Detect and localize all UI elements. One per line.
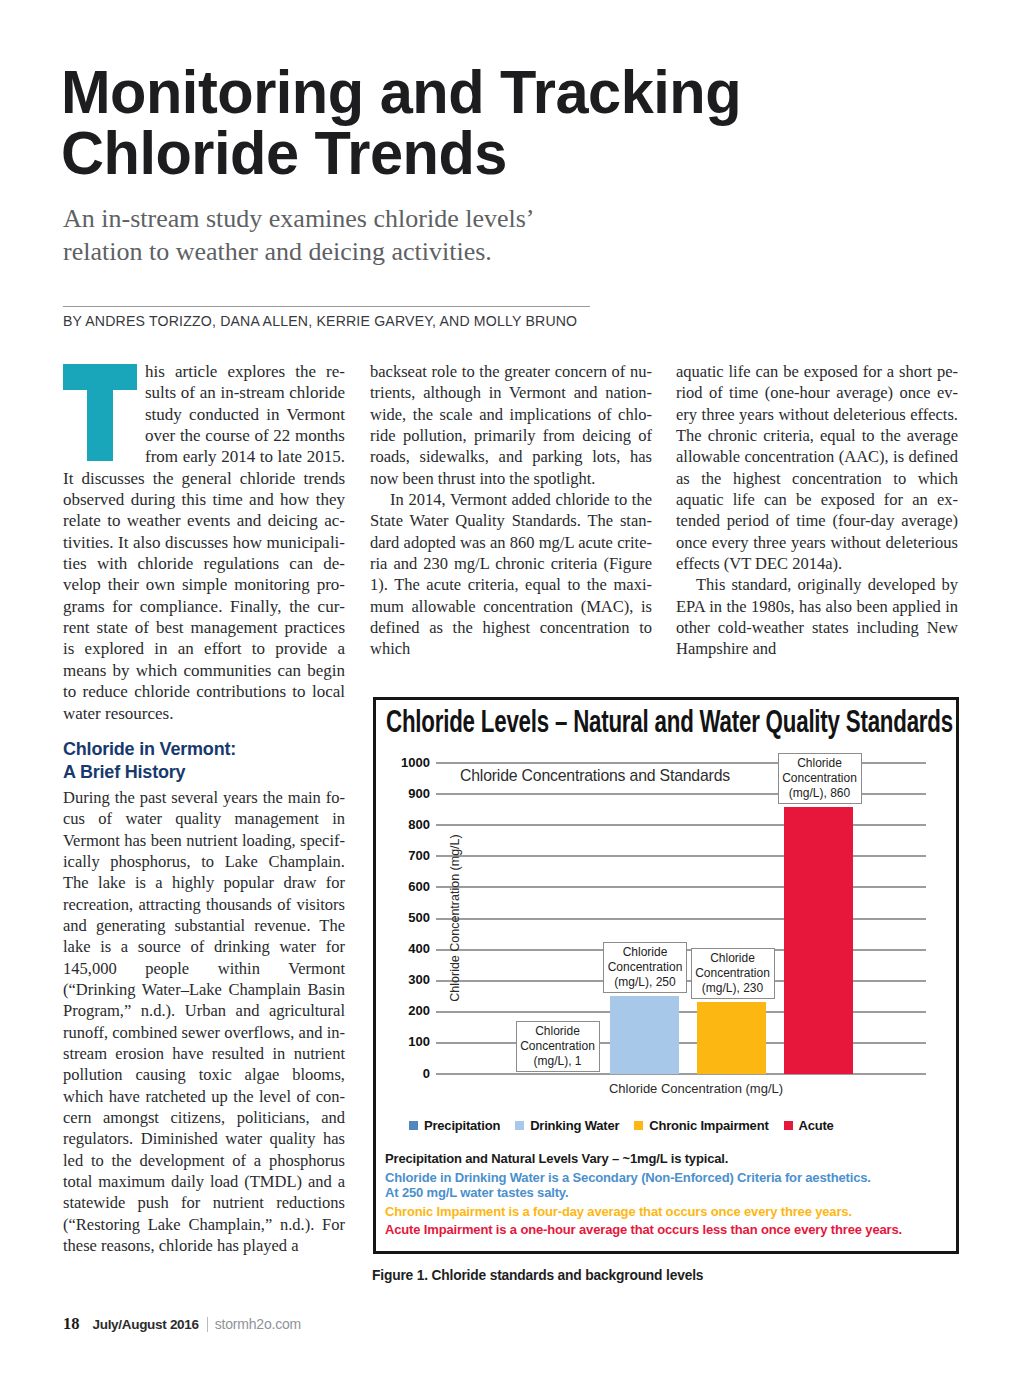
section-heading: Chloride in Vermont: A Brief History <box>63 738 345 784</box>
legend-item: Acute <box>784 1118 834 1133</box>
chart-title: Chloride Concentrations and Standards <box>460 766 730 786</box>
y-tick-label: 300 <box>386 972 430 987</box>
y-tick-label: 1000 <box>386 755 430 770</box>
figure-box: Chloride Levels – Natural and Water Qual… <box>373 697 959 1254</box>
column3-paragraph-2: This standard, originally developed by E… <box>676 574 958 659</box>
y-tick-label: 0 <box>386 1066 430 1081</box>
figure-note: Chloride in Drinking Water is a Secondar… <box>385 1170 951 1201</box>
site-url: stormh2o.com <box>215 1316 301 1332</box>
y-tick-label: 700 <box>386 848 430 863</box>
legend-item: Drinking Water <box>515 1118 619 1133</box>
dropcap-letter-T: T <box>63 364 145 467</box>
y-tick-label: 500 <box>386 910 430 925</box>
body-column-1: T his article explores the results of an… <box>63 361 345 1256</box>
legend-swatch <box>634 1121 643 1130</box>
bar-data-label-precipitation: ChlorideConcentration(mg/L), 1 <box>516 1021 600 1072</box>
chart-legend: Precipitation Drinking Water Chronic Impai… <box>409 1118 834 1133</box>
column2-paragraph-2: In 2014, Vermont added chloride to the S… <box>370 489 652 660</box>
legend-label: Acute <box>799 1118 834 1133</box>
dropcap-shape <box>87 364 113 461</box>
bar-data-label-chronic-impairment: ChlorideConcentration(mg/L), 230 <box>691 948 775 999</box>
article-title-line2: Chloride Trends <box>61 122 741 183</box>
bar-acute <box>784 807 853 1074</box>
bar-chronic-impairment <box>697 1002 766 1074</box>
article-title-line1: Monitoring and Tracking <box>61 61 741 122</box>
y-tick-label: 400 <box>386 941 430 956</box>
figure-note: Precipitation and Natural Levels Vary – … <box>385 1151 951 1167</box>
legend-label: Drinking Water <box>530 1118 619 1133</box>
x-axis-label: Chloride Concentration (mg/L) <box>451 1081 941 1096</box>
figure-notes: Precipitation and Natural Levels Vary – … <box>385 1151 951 1241</box>
body-column-3: aquatic life can be exposed for a short … <box>676 361 958 660</box>
bar-data-label-drinking-water: ChlorideConcentration(mg/L), 250 <box>603 942 687 993</box>
y-tick-label: 100 <box>386 1034 430 1049</box>
article-subtitle: An in-stream study examines chloride lev… <box>63 202 603 268</box>
y-axis-label: Chloride Concentration (mg/L) <box>448 813 462 1023</box>
figure-caption: Figure 1. Chloride standards and backgro… <box>372 1266 703 1283</box>
y-tick-label: 900 <box>386 786 430 801</box>
page-number: 18 <box>63 1314 80 1334</box>
article-title: Monitoring and Tracking Chloride Trends <box>61 61 741 183</box>
legend-item: Chronic Impairment <box>634 1118 768 1133</box>
y-tick-label: 200 <box>386 1003 430 1018</box>
legend-swatch <box>784 1121 793 1130</box>
legend-label: Chronic Impairment <box>649 1118 768 1133</box>
figure-note: Chronic Impairment is a four-day average… <box>385 1204 951 1220</box>
intro-paragraph: T his article explores the results of an… <box>63 361 345 724</box>
y-tick-label: 600 <box>386 879 430 894</box>
column2-paragraph-1: backseat role to the greater concern of … <box>370 361 652 489</box>
byline: BY ANDRES TORIZZO, DANA ALLEN, KERRIE GA… <box>63 312 577 329</box>
issue-date: July/August 2016 <box>93 1317 199 1332</box>
bar-drinking-water <box>610 996 679 1074</box>
footer-divider <box>207 1317 208 1332</box>
bar-data-label-acute: ChlorideConcentration(mg/L), 860 <box>778 753 862 804</box>
page-footer: 18 July/August 2016 stormh2o.com <box>63 1314 301 1334</box>
legend-swatch <box>409 1121 418 1130</box>
y-tick-label: 800 <box>386 817 430 832</box>
history-paragraph: During the past several years the main f… <box>63 787 345 1257</box>
body-column-2: backseat role to the greater concern of … <box>370 361 652 660</box>
column3-paragraph-1: aquatic life can be exposed for a short … <box>676 361 958 574</box>
bar-chart: 01002003004005006007008009001000Chloride… <box>376 700 956 1251</box>
legend-swatch <box>515 1121 524 1130</box>
legend-item: Precipitation <box>409 1118 500 1133</box>
figure-note: Acute Impairment is a one-hour average t… <box>385 1222 951 1238</box>
legend-label: Precipitation <box>424 1118 500 1133</box>
byline-rule <box>63 306 590 307</box>
magazine-page: { "header": { "title_line1": "Monitoring… <box>0 0 1024 1375</box>
